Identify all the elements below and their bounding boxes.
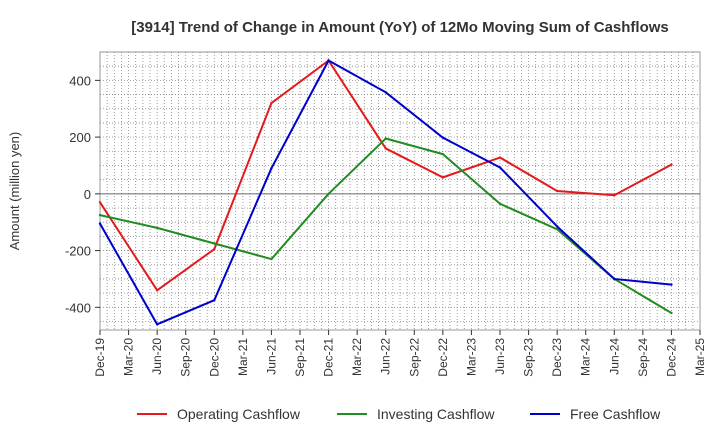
series-point-2 <box>670 311 673 315</box>
x-tick-label: Mar-21 <box>236 338 250 376</box>
x-tick-label: Jun-20 <box>150 338 164 375</box>
series-point-2 <box>384 137 387 140</box>
series-point-2 <box>327 192 330 196</box>
x-tick-label: Jun-21 <box>264 338 278 375</box>
x-tick-label: Dec-23 <box>550 338 564 377</box>
series-point-3 <box>270 167 273 170</box>
series-point-1 <box>155 289 159 292</box>
x-tick-label: Dec-21 <box>322 338 336 377</box>
legend-label-2: Investing Cashflow <box>377 406 495 422</box>
plot-area: -400 -200 0 200 400 Dec-19 Mar-20 Jun-20 Sep-20 D… <box>65 51 707 377</box>
legend-label-1: Operating Cashflow <box>177 406 301 422</box>
legend: Operating Cashflow Investing Cashflow Free… <box>137 406 661 422</box>
chart-title: [3914] Trend of Change in Amount (YoY) o… <box>131 19 669 36</box>
y-axis-label: Amount (million yen) <box>7 132 22 251</box>
series-point-1 <box>613 194 616 197</box>
x-tick-label: Dec-22 <box>436 338 450 377</box>
x-tick-label: Sep-23 <box>522 338 536 377</box>
series-point-3 <box>155 323 159 326</box>
series-point-2 <box>270 257 273 261</box>
x-tick-label: Mar-20 <box>122 338 136 376</box>
x-tick-label: Dec-24 <box>664 338 678 377</box>
series-point-3 <box>327 59 330 62</box>
series-point-2 <box>498 202 502 205</box>
series-point-2 <box>555 228 559 231</box>
series-point-1 <box>441 176 445 179</box>
x-tick-label: Jun-23 <box>493 338 507 375</box>
series-point-3 <box>441 136 445 139</box>
legend-label-3: Free Cashflow <box>570 406 661 422</box>
x-tick-label: Mar-23 <box>464 338 478 376</box>
series-point-2 <box>441 152 445 156</box>
series-point-1 <box>498 156 502 159</box>
x-tick-label: Mar-22 <box>350 338 364 376</box>
series-point-1 <box>213 247 216 251</box>
x-tick-label: Dec-20 <box>207 338 221 377</box>
y-tick-label: -400 <box>65 300 91 315</box>
series-point-2 <box>213 242 216 245</box>
series-point-1 <box>270 101 273 105</box>
series-point-1 <box>555 189 559 193</box>
y-tick-label: 200 <box>69 130 91 145</box>
series-point-3 <box>498 166 502 169</box>
x-tick-label: Sep-24 <box>636 338 650 377</box>
series-point-3 <box>384 91 387 94</box>
series-point-2 <box>98 213 102 217</box>
series-point-3 <box>613 277 616 281</box>
series-point-1 <box>98 201 102 204</box>
x-tick-label: Sep-22 <box>407 338 421 377</box>
y-tick-label: 0 <box>84 187 91 202</box>
x-tick-label: Jun-22 <box>379 338 393 375</box>
x-tick-label: Mar-25 <box>693 338 707 376</box>
y-tick-label: -200 <box>65 244 91 259</box>
x-tick-label: Sep-20 <box>179 338 193 377</box>
series-point-1 <box>384 147 387 150</box>
x-tick-label: Sep-21 <box>293 338 307 377</box>
series-point-1 <box>670 163 673 166</box>
series-point-3 <box>670 283 673 286</box>
x-tick-label: Mar-24 <box>579 338 593 376</box>
series-point-3 <box>98 222 102 225</box>
x-tick-label: Jun-24 <box>607 338 621 375</box>
x-tick-label: Dec-19 <box>93 338 107 377</box>
series-point-3 <box>213 299 216 302</box>
series-point-3 <box>555 225 559 228</box>
y-tick-label: 400 <box>69 73 91 88</box>
series-point-2 <box>155 226 159 230</box>
